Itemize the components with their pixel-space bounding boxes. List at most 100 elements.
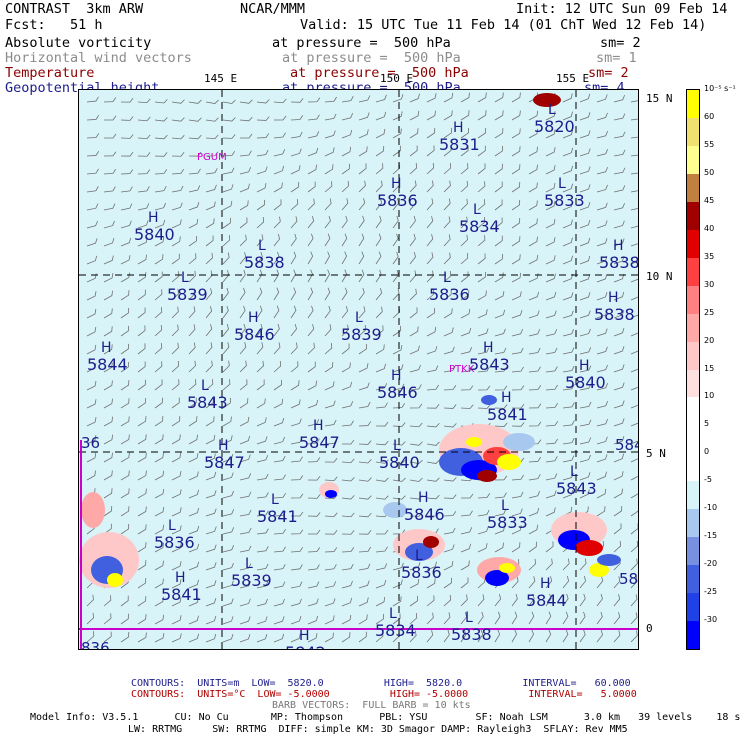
wind-barb (86, 308, 97, 319)
wind-barb (154, 578, 164, 589)
wind-barb (256, 360, 264, 373)
wind-barb (630, 114, 638, 121)
wind-barb (103, 326, 113, 337)
wind-barb (154, 614, 165, 625)
wind-barb (460, 308, 471, 319)
wind-barb (188, 453, 199, 463)
wind-barb (528, 347, 541, 355)
wind-barb (171, 633, 182, 643)
low-center-symbol: L (271, 492, 279, 508)
wind-barb (613, 436, 625, 445)
wind-barb (494, 475, 508, 481)
legend-vorticity-name: Absolute vorticity (5, 35, 152, 51)
wind-barb (120, 398, 130, 409)
colorbar-units: 10⁻⁵ s⁻¹ (704, 84, 736, 93)
geopotential-value: 5847 (204, 453, 245, 472)
wind-barb (358, 546, 372, 553)
wind-barb (511, 128, 521, 139)
wind-barb (409, 307, 418, 319)
wind-barb (188, 507, 200, 517)
wind-barb (562, 93, 573, 103)
wind-barb (256, 546, 269, 553)
colorbar-level-label: 45 (704, 195, 715, 205)
geopotential-value: 5844 (87, 355, 128, 374)
wind-barb (324, 113, 337, 121)
wind-barb (273, 616, 285, 625)
wind-barb (239, 183, 250, 193)
geopotential-value: 5843 (187, 393, 228, 412)
low-center-symbol: L (443, 270, 451, 286)
wind-barb (613, 167, 626, 175)
wind-barb (137, 307, 146, 319)
wind-barb (528, 421, 542, 427)
colorbar-segment (687, 425, 699, 454)
wind-barb (171, 397, 180, 409)
wind-barb (120, 272, 130, 283)
wind-barb (562, 329, 575, 337)
wind-barb (137, 186, 150, 193)
wind-barb (341, 129, 353, 139)
wind-barb (477, 611, 484, 625)
wind-barb (273, 199, 282, 211)
wind-barb (630, 417, 638, 427)
wind-barb (477, 163, 486, 175)
wind-barb (120, 452, 130, 463)
wind-barb (494, 128, 504, 139)
init-time: Init: 12 UTC Sun 09 Feb 14 (516, 1, 728, 17)
wind-barb (273, 546, 286, 553)
wind-barb (324, 400, 336, 409)
wind-barb (443, 110, 453, 121)
colorbar-segment (687, 201, 699, 231)
wind-barb (494, 492, 507, 499)
wind-barb (188, 218, 199, 229)
wind-barb (579, 611, 586, 625)
wind-barb (477, 290, 487, 301)
wind-barb (596, 149, 609, 157)
wind-barb (341, 477, 355, 482)
wind-barb (171, 416, 181, 427)
wind-barb (120, 255, 131, 265)
wind-barb (426, 595, 435, 607)
wind-barb (562, 219, 573, 229)
wind-barb (290, 131, 303, 139)
wind-barb (103, 151, 117, 157)
wind-barb (171, 543, 182, 553)
wind-barb (86, 186, 99, 193)
wind-barb (426, 630, 434, 643)
wind-barb (358, 251, 365, 265)
wind-barb (375, 421, 389, 427)
wind-barb (392, 233, 399, 247)
wind-barb (630, 453, 638, 463)
wind-barb (579, 383, 592, 391)
wind-barb (188, 306, 196, 319)
wind-barb (137, 343, 146, 355)
wind-barb (613, 238, 625, 247)
wind-barb (137, 325, 146, 337)
wind-barb (273, 598, 285, 607)
wind-barb (562, 129, 574, 139)
wind-barb (358, 95, 371, 103)
wind-barb (137, 169, 151, 175)
high-center-symbol: H (313, 418, 324, 434)
wind-barb (154, 169, 168, 175)
wind-barb (630, 576, 638, 589)
wind-barb (545, 490, 557, 499)
wind-barb (443, 527, 456, 535)
wind-barb (579, 112, 591, 121)
wind-barb (409, 364, 421, 373)
map-panel: H 5831 L 5820 L 5833 H 5836 L 5834 H 5840 L 5838 H 5838… (78, 89, 639, 650)
wind-barb (511, 291, 522, 301)
wind-barb (426, 162, 435, 175)
wind-barb (409, 422, 423, 428)
wind-barb (171, 152, 185, 157)
wind-barb (239, 323, 246, 337)
wind-barb (494, 92, 504, 103)
colorbar-segment (687, 621, 699, 650)
wind-barb (409, 345, 420, 355)
wind-barb (222, 416, 232, 427)
wind-barb (630, 363, 638, 373)
wind-barb (239, 200, 249, 211)
wind-barb (324, 419, 337, 427)
high-center-symbol: H (218, 438, 229, 454)
wind-barb (103, 203, 116, 211)
